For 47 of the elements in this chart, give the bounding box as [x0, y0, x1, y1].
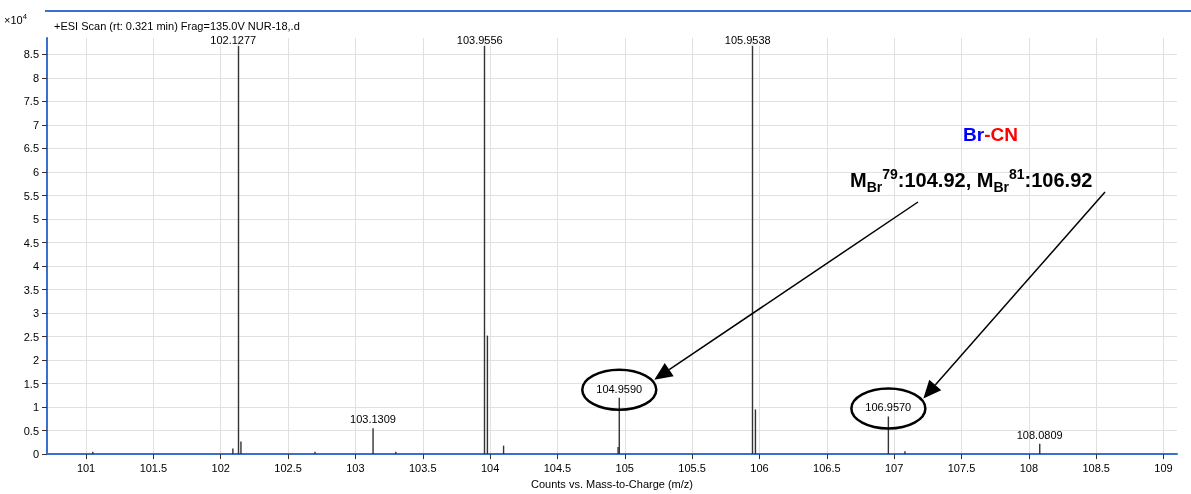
x-tick-label: 105.5: [678, 461, 706, 474]
y-tick-label: 7: [32, 118, 39, 131]
y-tick-label: 0.5: [23, 424, 39, 437]
y-tick-label: 6.5: [23, 142, 39, 155]
x-tick-label: 108: [1019, 461, 1039, 474]
annotation: 106.9570: [865, 401, 912, 414]
x-tick-label: 106: [750, 461, 769, 474]
x-tick-label: 103.5: [409, 461, 437, 474]
ref-line-label: 103.9556: [456, 33, 503, 46]
x-tick-label: 101: [76, 461, 96, 474]
ref-line-label: 105.9538: [724, 33, 771, 46]
ref-line-label: 102.1277: [210, 33, 257, 46]
x-tick-label: 106.5: [813, 461, 841, 474]
x-tick-label: 104.5: [543, 461, 572, 474]
y-tick-label: 2.5: [23, 330, 39, 343]
x-tick-label: 108.5: [1082, 461, 1110, 474]
y-tick-label: 4.5: [23, 236, 39, 249]
y-tick-label: 5: [32, 213, 39, 226]
y-tick-label: 8.5: [23, 48, 39, 61]
y-tick-label: 7.5: [23, 95, 39, 108]
y-tick-label: 3: [32, 307, 39, 320]
y-tick-label: 1.5: [23, 377, 39, 390]
annotation: 108.0809: [1016, 428, 1063, 441]
x-axis-title: Counts vs. Mass-to-Charge (m/z): [531, 477, 693, 490]
x-tick-label: 107: [884, 461, 904, 474]
x-tick-label: 103: [346, 461, 365, 474]
annotation: M$_{Br}$$^{79}$:104.92, M$_{Br}$$^{81}$:106.92: [850, 166, 1093, 195]
x-tick-label: 102.5: [274, 461, 302, 474]
annotation: 103.1309: [350, 413, 396, 426]
y-tick-label: 0: [32, 448, 39, 461]
y-tick-label: 5.5: [23, 189, 39, 202]
annotation: 104.9590: [596, 382, 643, 395]
y-tick-label: 1: [32, 401, 39, 414]
chart-title: +ESI Scan (rt: 0.321 min) Frag=135.0V NUR-18,.d: [54, 19, 300, 32]
y-tick-label: 4: [32, 260, 39, 273]
x-tick-label: 101.5: [139, 461, 168, 474]
y-tick-label: 6: [32, 166, 39, 178]
x-tick-label: 109: [1154, 461, 1173, 474]
x-tick-label: 102: [211, 461, 230, 474]
y-tick-label: 8: [32, 71, 39, 84]
y-tick-label: 2: [32, 354, 39, 367]
y-tick-label: 3.5: [23, 283, 39, 296]
y-axis-title: ×10$^{4}$: [4, 12, 27, 26]
annotation: Br-CN: [963, 124, 1018, 145]
x-tick-label: 107.5: [947, 461, 976, 474]
x-tick-label: 105: [615, 461, 634, 474]
x-tick-label: 104: [480, 461, 500, 474]
